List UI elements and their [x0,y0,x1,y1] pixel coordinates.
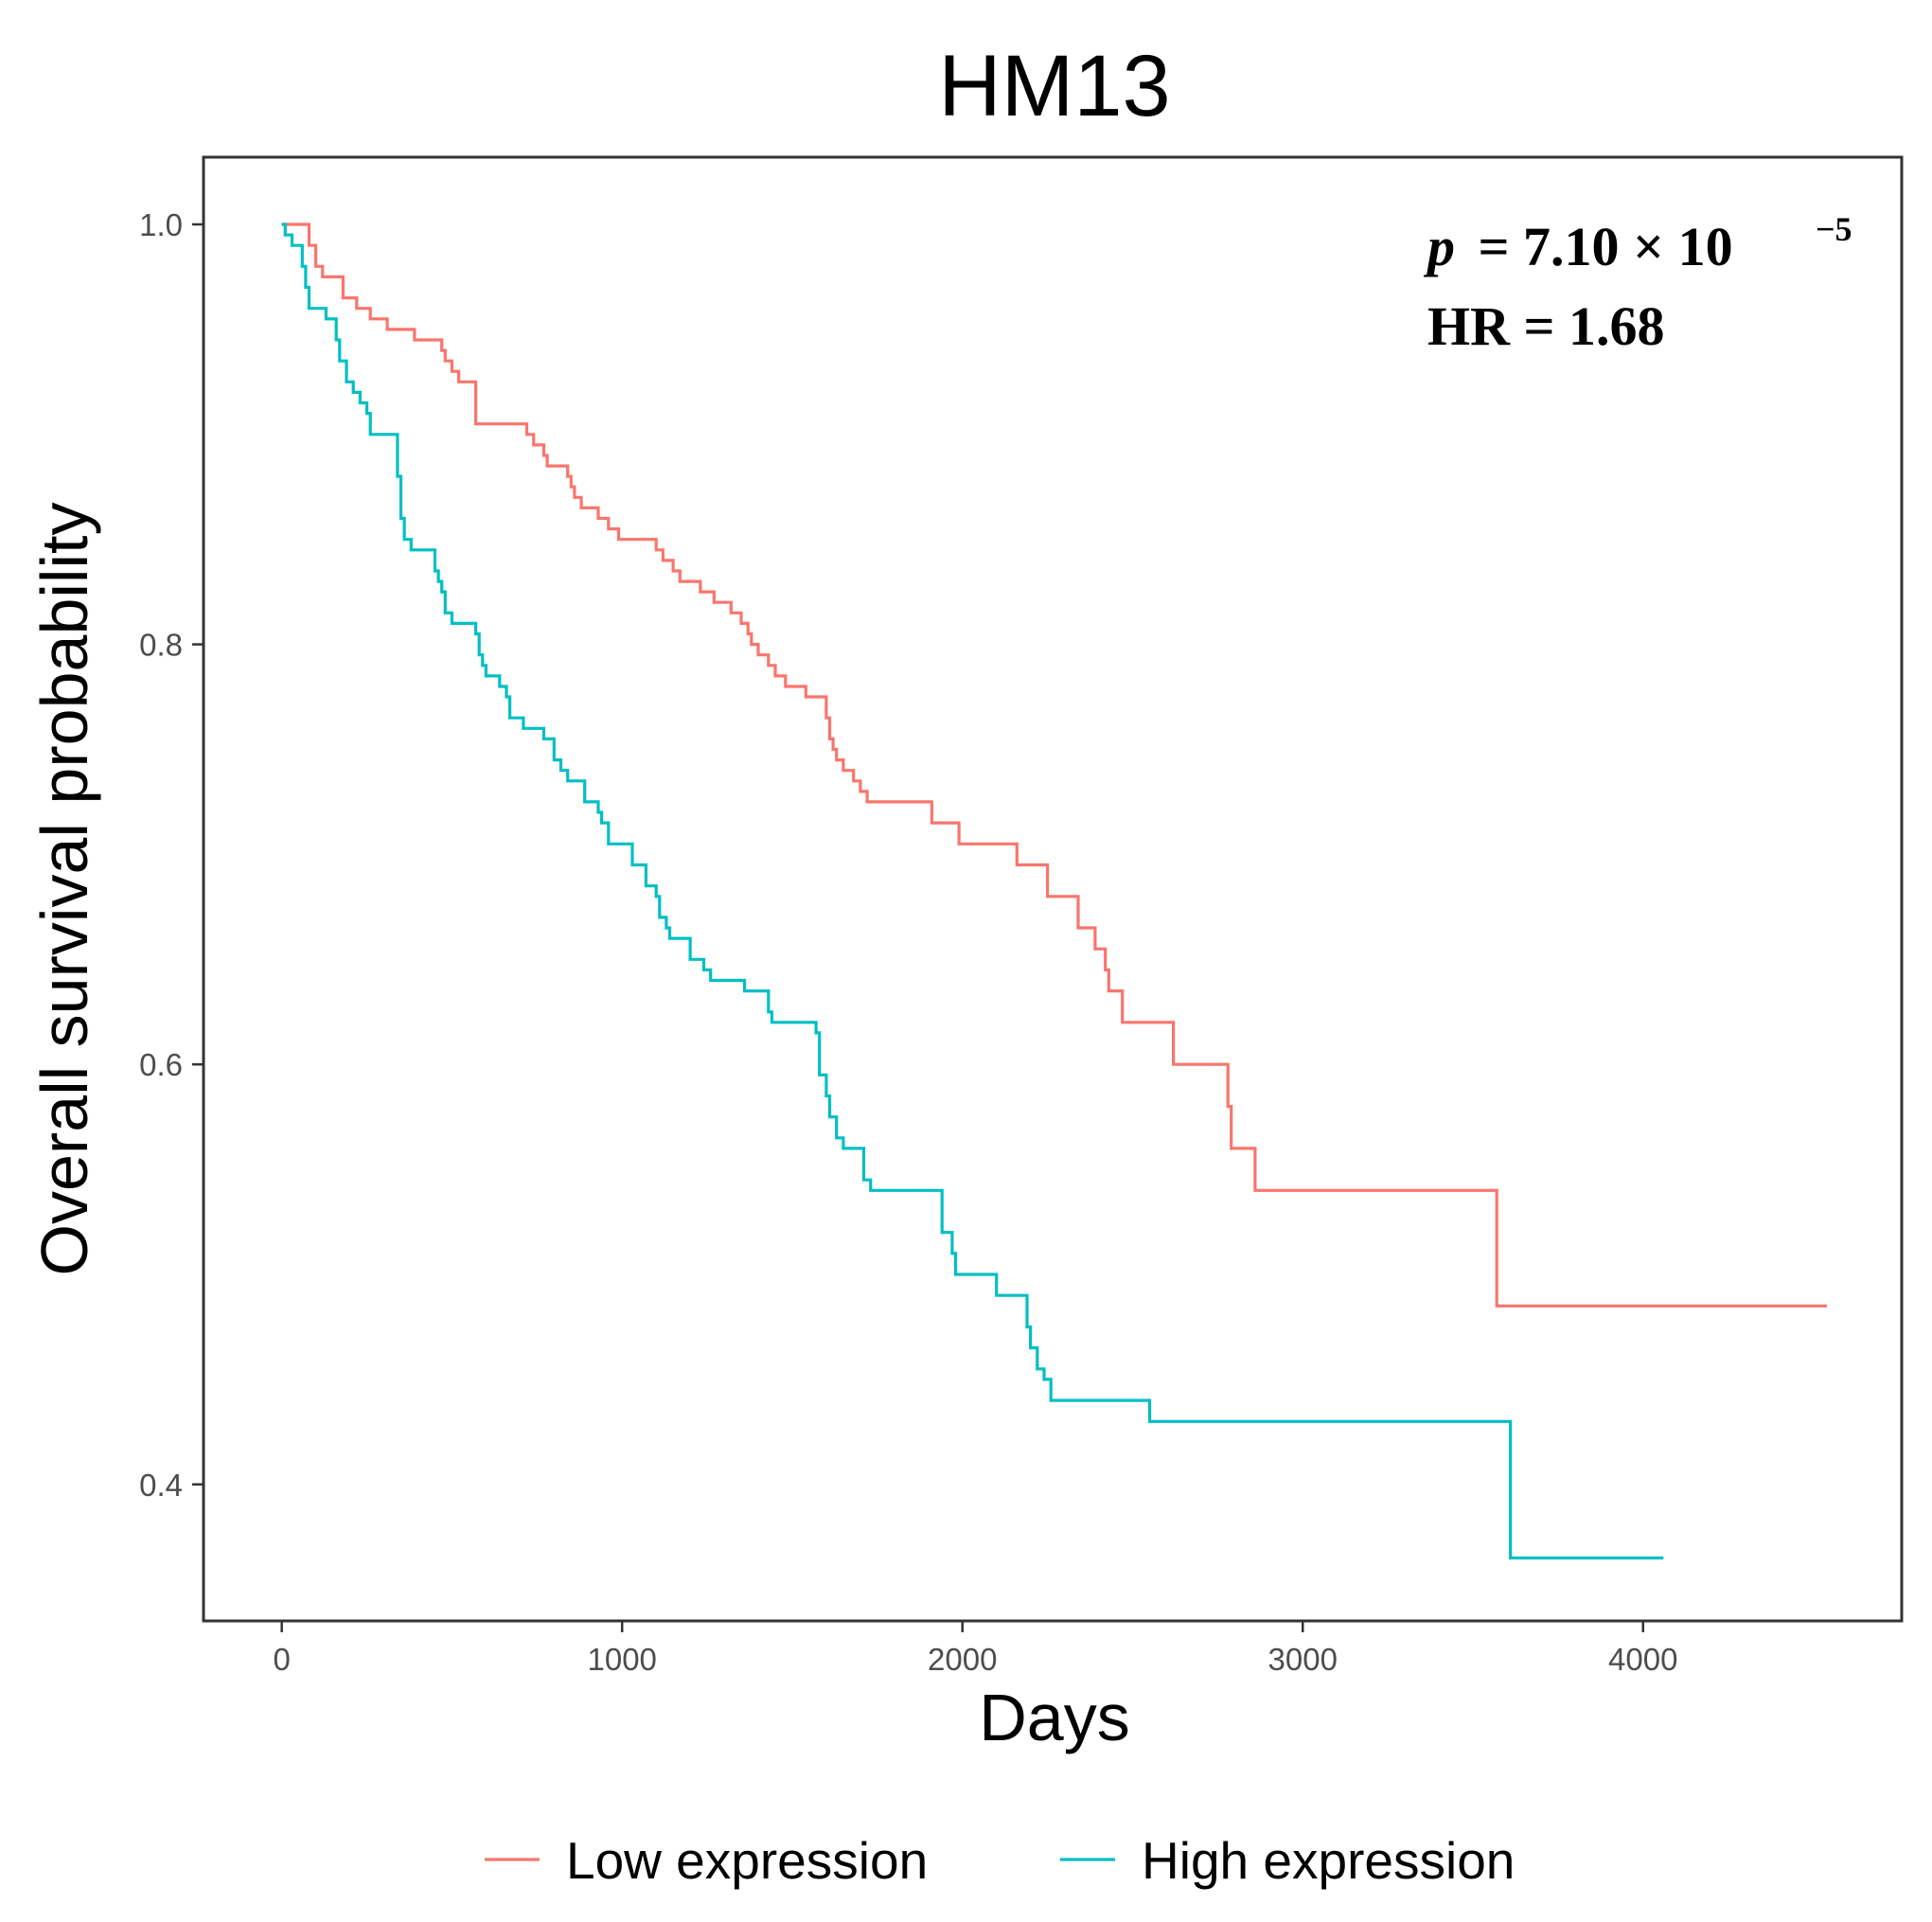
x-tick-label: 1000 [587,1642,656,1677]
x-tick-label: 4000 [1608,1642,1677,1677]
y-tick-label: 0.6 [139,1047,183,1082]
y-tick-label: 0.4 [139,1468,183,1503]
plot-panel [202,155,1904,1623]
x-axis-title: Days [979,1681,1129,1754]
legend: Low expression High expression [485,1831,1515,1890]
y-tick-label: 1.0 [139,207,183,242]
legend-label-high-expression: High expression [1142,1831,1515,1890]
x-axis: 0 1000 2000 3000 4000 [274,1621,1677,1677]
p-symbol: p [1423,216,1455,277]
y-axis: 0.4 0.6 0.8 1.0 [139,207,204,1503]
series-line-high-expression [281,222,1664,1560]
x-tick-label: 2000 [928,1642,997,1677]
hazard-ratio-text: HR = 1.68 [1427,295,1665,357]
p-value: = 7.10 × 10 [1479,216,1733,277]
p-value-text: p = 7.10 × 10 [1423,216,1733,277]
series-line-low-expression [281,222,1827,1308]
x-tick-label: 0 [274,1642,291,1677]
p-exponent: −5 [1816,210,1852,248]
y-tick-label: 0.8 [139,628,183,663]
stats-annotation: p = 7.10 × 10 −5 HR = 1.68 [1423,210,1852,357]
legend-label-low-expression: Low expression [566,1831,928,1890]
series-layer [281,222,1827,1560]
y-axis-title: Overall survival probability [27,503,101,1276]
chart-title: HM13 [938,38,1170,134]
x-tick-label: 3000 [1268,1642,1338,1677]
